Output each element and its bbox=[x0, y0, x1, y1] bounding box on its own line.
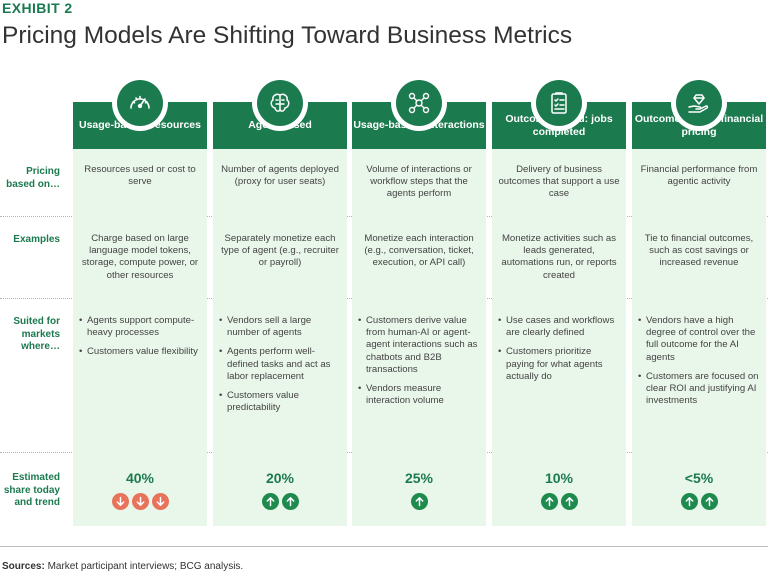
suited-markets-list: Use cases and workflows are clearly defi… bbox=[498, 315, 620, 383]
examples-cell: Tie to financial outcomes, such as cost … bbox=[644, 233, 754, 269]
column-background bbox=[632, 102, 766, 526]
column-background bbox=[352, 102, 486, 526]
row-label-examples: Examples bbox=[13, 234, 60, 245]
suited-markets-cell: Vendors sell a large number of agents Age… bbox=[219, 315, 341, 421]
trend-down-arrow-icon bbox=[151, 493, 169, 510]
suited-market-item: Agents support compute-heavy processes bbox=[79, 315, 201, 339]
share-value: 25% bbox=[404, 470, 434, 486]
suited-market-item: Customers value flexibility bbox=[79, 346, 201, 358]
exhibit-label: EXHIBIT 2 bbox=[2, 0, 73, 16]
suited-market-item: Customers prioritize paying for what age… bbox=[498, 346, 620, 383]
trend-up-arrow-icon bbox=[261, 493, 279, 510]
hand-diamond-icon bbox=[676, 80, 722, 126]
suited-market-item: Customers are focused on clear ROI and j… bbox=[638, 371, 760, 408]
suited-market-item: Customers value predictability bbox=[219, 390, 341, 414]
pricing-basis-cell: Financial performance from agentic activ… bbox=[640, 164, 758, 188]
suited-markets-cell: Customers derive value from human-AI or … bbox=[358, 315, 480, 414]
trend-arrows bbox=[632, 493, 766, 510]
trend-down-arrow-icon bbox=[131, 493, 149, 510]
row-label-share: Estimated share today and trend bbox=[3, 472, 60, 508]
suited-markets-list: Agents support compute-heavy processes Cu… bbox=[79, 315, 201, 359]
trend-up-arrow-icon bbox=[410, 493, 428, 510]
suited-markets-list: Vendors sell a large number of agents Age… bbox=[219, 315, 341, 414]
pricing-basis-cell: Number of agents deployed (proxy for use… bbox=[221, 164, 339, 188]
examples-cell: Monetize activities such as leads genera… bbox=[501, 233, 617, 281]
suited-market-item: Customers derive value from human-AI or … bbox=[358, 315, 480, 376]
pricing-basis-cell: Volume of interactions or workflow steps… bbox=[366, 164, 472, 200]
suited-market-item: Vendors have a high degree of control ov… bbox=[638, 315, 760, 364]
sources-label: Sources: bbox=[2, 561, 45, 572]
column-background bbox=[213, 102, 347, 526]
column-background bbox=[492, 102, 626, 526]
suited-markets-list: Customers derive value from human-AI or … bbox=[358, 315, 480, 407]
gauge-icon bbox=[117, 80, 163, 126]
column-icon-badge bbox=[531, 75, 587, 131]
share-value: <5% bbox=[684, 470, 714, 486]
suited-markets-cell: Use cases and workflows are clearly defi… bbox=[498, 315, 620, 390]
examples-cell: Monetize each interaction (e.g., convers… bbox=[364, 233, 474, 269]
suited-market-item: Vendors sell a large number of agents bbox=[219, 315, 341, 339]
trend-up-arrow-icon bbox=[560, 493, 578, 510]
trend-arrows bbox=[492, 493, 626, 510]
bottom-divider bbox=[0, 546, 768, 547]
column-icon-badge bbox=[112, 75, 168, 131]
row-label-pricing: Pricing based on… bbox=[6, 166, 60, 190]
suited-market-item: Vendors measure interaction volume bbox=[358, 383, 480, 407]
suited-markets-list: Vendors have a high degree of control ov… bbox=[638, 315, 760, 407]
column-background bbox=[73, 102, 207, 526]
examples-cell: Charge based on large language model tok… bbox=[81, 233, 199, 281]
page-title: Pricing Models Are Shifting Toward Busin… bbox=[2, 22, 573, 49]
examples-cell: Separately monetize each type of agent (… bbox=[221, 233, 339, 269]
suited-markets-cell: Agents support compute-heavy processes Cu… bbox=[79, 315, 201, 366]
network-icon bbox=[396, 80, 442, 126]
suited-markets-cell: Vendors have a high degree of control ov… bbox=[638, 315, 760, 414]
column-icon-badge bbox=[391, 75, 447, 131]
pricing-basis-cell: Delivery of business outcomes that suppo… bbox=[498, 164, 620, 200]
pricing-basis-cell: Resources used or cost to serve bbox=[84, 164, 196, 188]
share-value: 40% bbox=[125, 470, 155, 486]
column-icon-badge bbox=[252, 75, 308, 131]
trend-arrows bbox=[352, 493, 486, 510]
suited-market-item: Use cases and workflows are clearly defi… bbox=[498, 315, 620, 339]
trend-up-arrow-icon bbox=[700, 493, 718, 510]
sources-note: Sources: Market participant interviews; … bbox=[2, 561, 243, 572]
column-icon-badge bbox=[671, 75, 727, 131]
brain-icon bbox=[257, 80, 303, 126]
trend-up-arrow-icon bbox=[540, 493, 558, 510]
trend-up-arrow-icon bbox=[680, 493, 698, 510]
share-value: 10% bbox=[544, 470, 574, 486]
trend-arrows bbox=[213, 493, 347, 510]
share-value: 20% bbox=[265, 470, 295, 486]
sources-text: Market participant interviews; BCG analy… bbox=[47, 561, 244, 572]
checklist-icon bbox=[536, 80, 582, 126]
suited-market-item: Agents perform well-defined tasks and ac… bbox=[219, 346, 341, 383]
row-label-suited: Suited for markets where… bbox=[13, 316, 60, 352]
trend-arrows bbox=[73, 493, 207, 510]
trend-up-arrow-icon bbox=[281, 493, 299, 510]
trend-down-arrow-icon bbox=[111, 493, 129, 510]
